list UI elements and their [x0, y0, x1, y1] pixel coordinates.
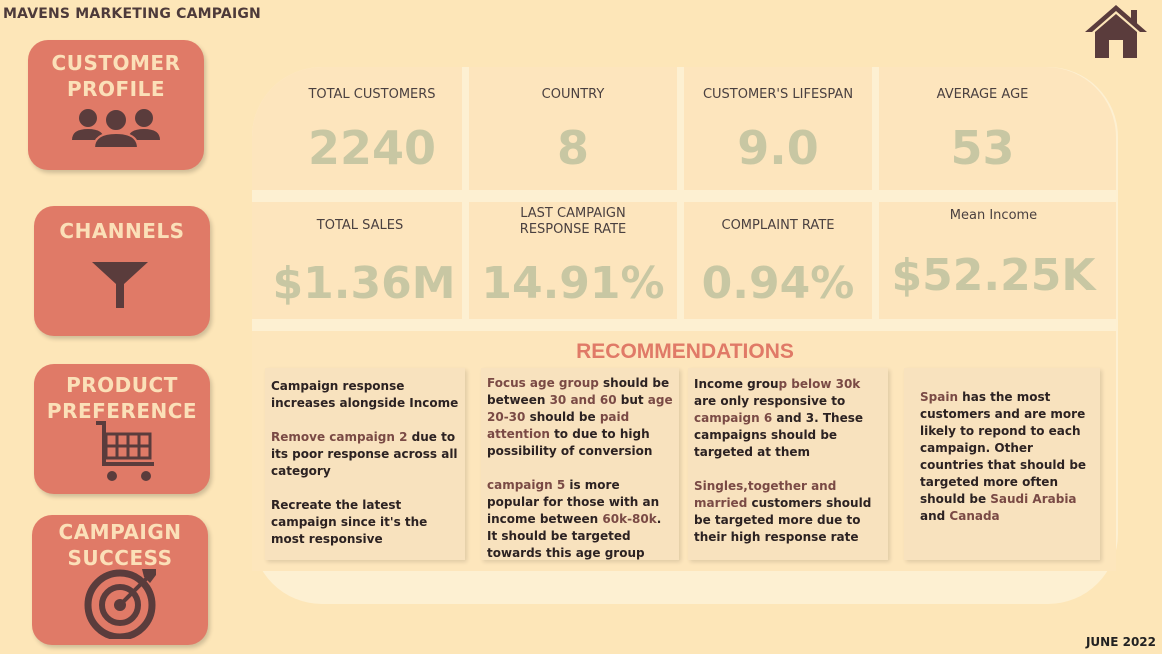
rec4-t2: and: [920, 509, 950, 523]
kpi-average-age: AVERAGE AGE 53: [879, 67, 1116, 190]
home-button[interactable]: [1083, 2, 1149, 62]
kpi-mean-income-label: Mean Income: [949, 208, 1038, 223]
kpi-total-sales-label: TOTAL SALES: [316, 218, 404, 233]
rec2-t2: but: [616, 393, 648, 407]
kpi-country-value: 8: [556, 121, 589, 175]
nav-product-preference-line2: PREFERENCE: [46, 399, 198, 423]
rec2-p2-hl: campaign 5: [487, 478, 566, 492]
target-icon: [84, 569, 156, 639]
rec2-hl1: Focus age group: [487, 376, 599, 390]
kpi-total-sales: TOTAL SALES $1.36M: [252, 202, 462, 319]
rec2-t1: should be between: [487, 376, 670, 407]
nav-campaign-success-line1: CAMPAIGN: [58, 520, 182, 544]
rec1-p2-highlight: Remove campaign 2: [271, 430, 408, 444]
rec2-hl4: paid attention: [487, 410, 630, 441]
nav-product-preference-line1: PRODUCT: [66, 373, 178, 397]
rec4-p1: Spain has the most customers and are mor…: [920, 389, 1090, 525]
kpi-average-age-value: 53: [950, 121, 1015, 175]
rec1-p2-text: due to its poor response across all cate…: [271, 430, 458, 478]
kpi-complaint-rate: COMPLAINT RATE 0.94%: [684, 202, 872, 319]
kpi-total-customers: TOTAL CUSTOMERS 2240: [252, 67, 462, 190]
rec1-p1: Campaign response increases alongside In…: [271, 379, 459, 410]
rec2-t4: to due to high possibility of conversion: [487, 427, 653, 458]
rec2-p2-t1: is more popular for those with an income…: [487, 478, 660, 526]
app-title: MAVENS MARKETING CAMPAIGN: [3, 6, 261, 22]
rec3-t2: are only responsive to: [694, 394, 846, 408]
kpi-mean-income-value: $52.25K: [891, 250, 1096, 301]
recommendation-card-3: Income group below 30k are only responsi…: [688, 368, 888, 560]
nav-channels-label: CHANNELS: [59, 219, 185, 243]
cart-icon: [96, 421, 154, 481]
kpi-complaint-rate-label: COMPLAINT RATE: [721, 218, 835, 233]
rec4-hl2: Saudi Arabia: [990, 492, 1077, 506]
rec3-hl1: p below 30k: [778, 377, 861, 391]
kpi-last-response-value: 14.91%: [481, 258, 665, 309]
rec3-p2: Singles,together and married customers s…: [694, 478, 882, 546]
recommendation-card-4: Spain has the most customers and are mor…: [904, 368, 1100, 560]
rec2-hl2: 30 and 60: [549, 393, 617, 407]
rec2-p2-t2: . It should be targeted towards this age…: [487, 512, 662, 560]
home-icon: [1085, 5, 1147, 58]
kpi-country: COUNTRY 8: [469, 67, 677, 190]
nav-customer-profile[interactable]: CUSTOMER PROFILE: [28, 40, 204, 170]
rec3-t1: Income grou: [694, 377, 779, 391]
kpi-country-label: COUNTRY: [541, 87, 605, 102]
recommendation-card-2: Focus age group should be between 30 and…: [481, 368, 679, 560]
nav-campaign-success[interactable]: CAMPAIGN SUCCESS: [32, 515, 208, 645]
rec3-p2-hl: Singles,together and married: [694, 479, 837, 510]
kpi-total-sales-value: $1.36M: [272, 258, 456, 309]
kpi-last-response: LAST CAMPAIGN RESPONSE RATE 14.91%: [469, 202, 677, 319]
rec3-t3: and 3. These campaigns should be targete…: [694, 411, 864, 459]
rec2-t3: should be: [525, 410, 600, 424]
rec2-p2-hl2: 60k-80k: [602, 512, 657, 526]
people-icon: [72, 108, 160, 149]
recommendation-card-1: Campaign response increases alongside In…: [265, 368, 465, 560]
rec3-p2-t: customers should be targeted more due to…: [694, 496, 872, 544]
rec4-hl1: Spain: [920, 390, 958, 404]
nav-customer-profile-line2: PROFILE: [66, 77, 166, 101]
rec2-hl3: age 20-30: [487, 393, 673, 424]
report-date: JUNE 2022: [1085, 635, 1156, 649]
rec1-p3: Recreate the latest campaign since it's …: [271, 498, 428, 546]
funnel-icon: [92, 262, 148, 308]
nav-product-preference[interactable]: PRODUCT PREFERENCE: [34, 364, 210, 494]
kpi-lifespan-value: 9.0: [737, 121, 819, 175]
kpi-complaint-rate-value: 0.94%: [701, 258, 855, 309]
kpi-average-age-label: AVERAGE AGE: [936, 87, 1029, 102]
rec4-t1: has the most customers and are more like…: [920, 390, 1087, 506]
rec1-p2: Remove campaign 2 due to its poor respon…: [271, 429, 459, 480]
kpi-lifespan-label: CUSTOMER'S LIFESPAN: [702, 87, 854, 102]
rec2-p1: Focus age group should be between 30 and…: [487, 375, 673, 460]
kpi-last-response-label: LAST CAMPAIGN RESPONSE RATE: [519, 206, 627, 237]
kpi-total-customers-value: 2240: [307, 121, 437, 175]
kpi-mean-income: Mean Income $52.25K: [879, 202, 1116, 319]
rec2-p2: campaign 5 is more popular for those wit…: [487, 477, 673, 562]
rec4-hl3: Canada: [949, 509, 1000, 523]
rec3-p1: Income group below 30k are only responsi…: [694, 376, 882, 461]
rec3-hl2: campaign 6: [694, 411, 773, 425]
nav-channels[interactable]: CHANNELS: [34, 206, 210, 336]
recommendations-title: RECOMMENDATIONS: [576, 340, 794, 363]
nav-campaign-success-line2: SUCCESS: [67, 546, 173, 570]
kpi-lifespan: CUSTOMER'S LIFESPAN 9.0: [684, 67, 872, 190]
nav-customer-profile-line1: CUSTOMER: [51, 51, 181, 75]
kpi-total-customers-label: TOTAL CUSTOMERS: [308, 87, 436, 102]
